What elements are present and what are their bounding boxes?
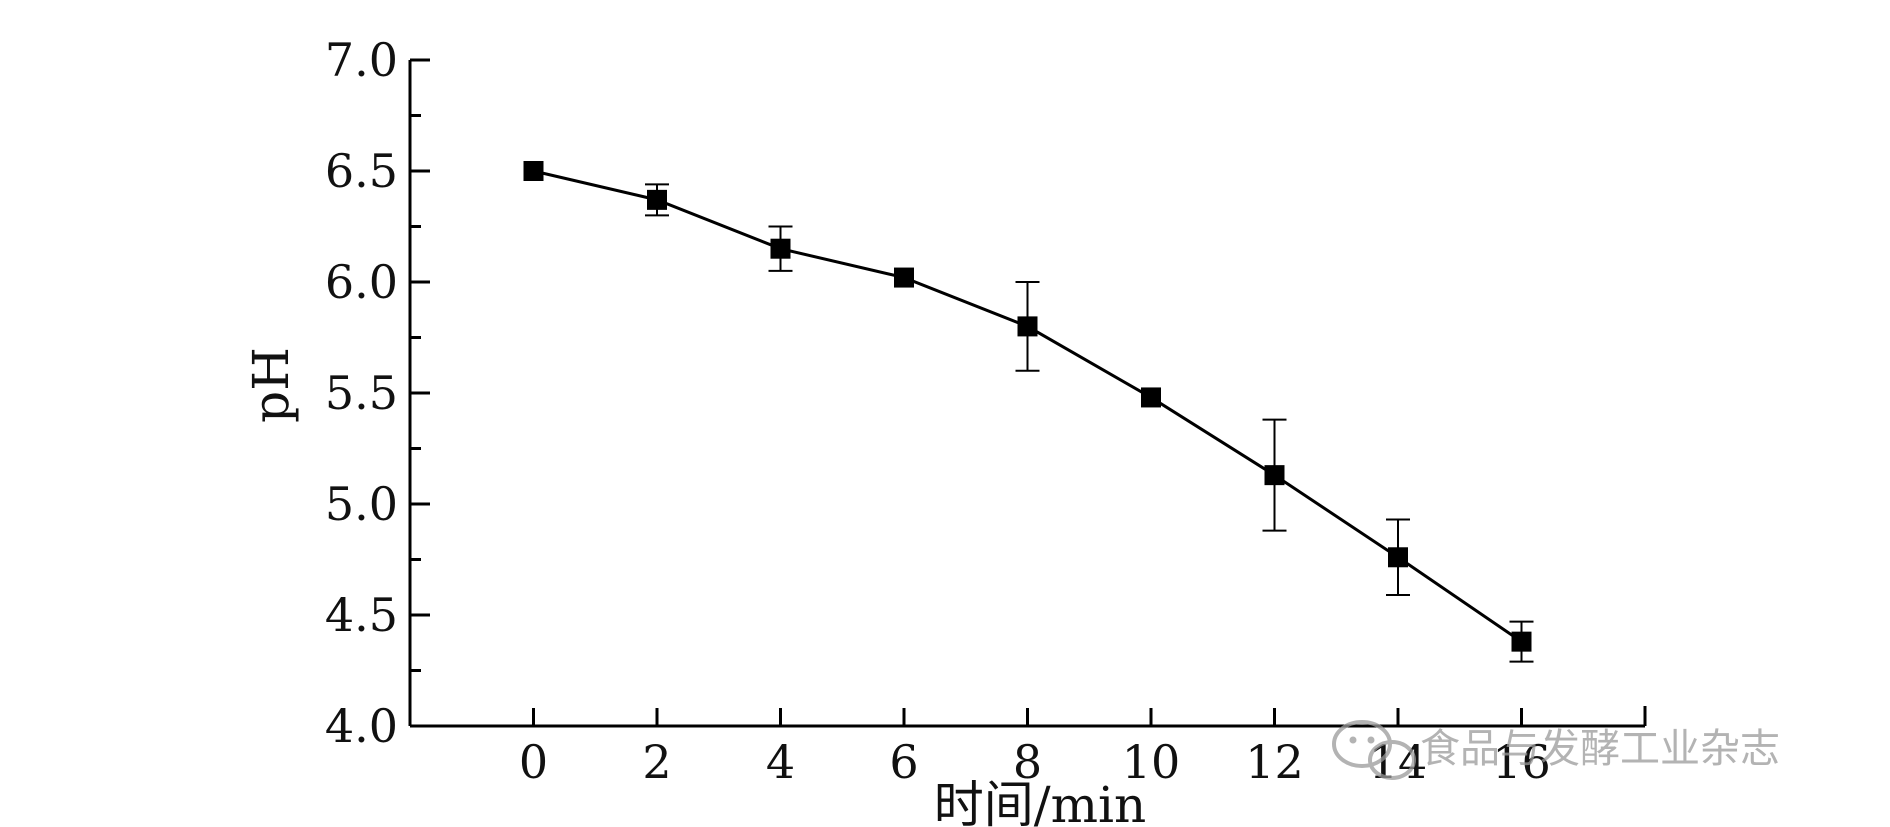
y-tick-label: 4.5 — [325, 588, 398, 642]
data-point — [894, 267, 914, 288]
y-tick-label: 6.0 — [325, 255, 398, 309]
axes — [408, 60, 1647, 728]
y-tick-label: 5.5 — [325, 366, 398, 420]
y-tick-label: 7.0 — [325, 33, 398, 87]
x-tick-label: 8 — [1013, 735, 1042, 789]
x-tick-label: 4 — [766, 735, 795, 789]
data-point — [1017, 316, 1038, 337]
x-tick-label: 10 — [1122, 735, 1181, 789]
data-point — [1141, 387, 1161, 408]
data-point — [1264, 465, 1285, 486]
x-tick-label: 16 — [1492, 735, 1551, 789]
x-tick-label: 6 — [889, 735, 918, 789]
watermark: 食品与发酵工业杂志 — [1332, 720, 1780, 780]
data-point — [1388, 547, 1408, 568]
y-tick-label: 4.0 — [325, 699, 398, 753]
watermark-text: 食品与发酵工业杂志 — [1420, 726, 1780, 772]
x-axis-title: 时间/min — [934, 776, 1146, 827]
x-tick-label: 12 — [1245, 735, 1304, 789]
y-axis-title: pH — [242, 347, 300, 423]
series-ph — [523, 161, 1534, 663]
y-axis-ticks: 4.0 4.5 5.0 5.5 6.0 6.5 7.0 — [325, 33, 430, 753]
x-tick-label: 0 — [519, 735, 548, 789]
wechat-icon — [1332, 720, 1416, 780]
x-tick-label: 2 — [642, 735, 671, 789]
data-point — [647, 189, 667, 210]
data-point — [1511, 631, 1532, 652]
data-point — [770, 238, 791, 259]
y-tick-label: 6.5 — [325, 144, 398, 198]
series-line — [533, 169, 1523, 643]
x-axis-ticks: 0 2 4 6 8 10 12 14 16 — [519, 708, 1551, 789]
data-point — [523, 161, 544, 181]
y-tick-label: 5.0 — [325, 477, 398, 531]
